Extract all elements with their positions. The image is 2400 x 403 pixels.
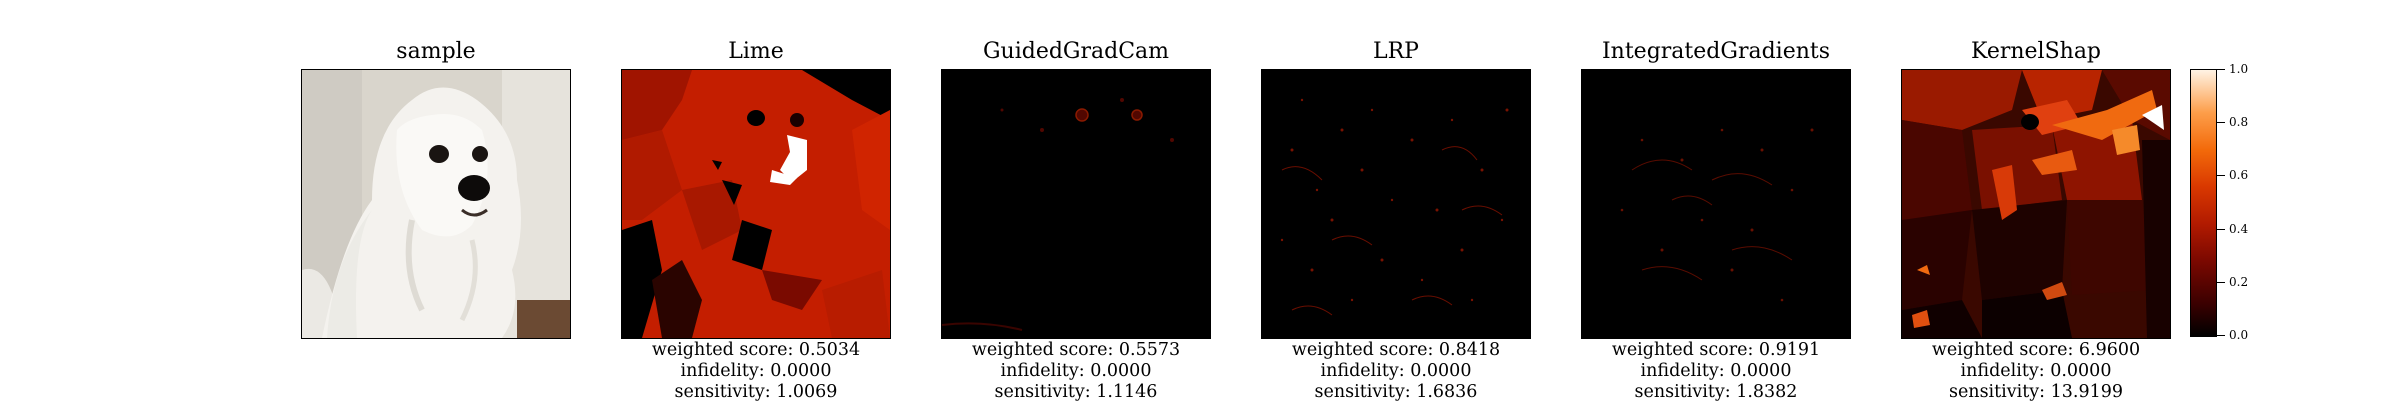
kernelshap-sensitivity: sensitivity: 13.9199 — [1948, 382, 2124, 402]
colorbar-tick — [2217, 122, 2225, 123]
sample-image — [301, 69, 571, 339]
colorbar-tick — [2217, 175, 2225, 176]
guidedgradcam-weighted-score: weighted score: 0.5573 — [971, 340, 1181, 360]
colorbar-tick-label: 0.6 — [2229, 168, 2249, 182]
lime-metrics: weighted score: 0.5034 infidelity: 0.000… — [591, 340, 921, 403]
colorbar-tick — [2217, 229, 2225, 230]
lime-infidelity: infidelity: 0.0000 — [680, 361, 832, 381]
guidedgradcam-title: GuidedGradCam — [982, 39, 1170, 64]
lrp-heatmap — [1261, 69, 1531, 339]
guidedgradcam-heatmap — [941, 69, 1211, 339]
colorbar-tick-label: 0.4 — [2229, 222, 2249, 236]
guidedgradcam-sensitivity: sensitivity: 1.1146 — [994, 382, 1158, 402]
integratedgradients-title: IntegratedGradients — [1601, 39, 1831, 64]
colorbar — [2190, 69, 2217, 337]
colorbar-tick-label: 0.2 — [2229, 275, 2249, 289]
lrp-weighted-score: weighted score: 0.8418 — [1291, 340, 1501, 360]
lrp-infidelity: infidelity: 0.0000 — [1320, 361, 1472, 381]
integratedgradients-infidelity: infidelity: 0.0000 — [1640, 361, 1792, 381]
kernelshap-title: KernelShap — [1970, 39, 2102, 64]
lime-heatmap — [621, 69, 891, 339]
kernelshap-metrics: weighted score: 6.9600 infidelity: 0.000… — [1871, 340, 2201, 403]
colorbar-tick — [2217, 69, 2225, 70]
colorbar-tick-label: 0.0 — [2229, 328, 2249, 342]
colorbar-tick — [2217, 335, 2225, 336]
integratedgradients-sensitivity: sensitivity: 1.8382 — [1634, 382, 1798, 402]
lime-sensitivity: sensitivity: 1.0069 — [674, 382, 838, 402]
kernelshap-heatmap — [1901, 69, 2171, 339]
sample-title: sample — [396, 39, 476, 64]
guidedgradcam-metrics: weighted score: 0.5573 infidelity: 0.000… — [911, 340, 1241, 403]
guidedgradcam-infidelity: infidelity: 0.0000 — [1000, 361, 1152, 381]
colorbar-tick-label: 1.0 — [2229, 62, 2249, 76]
colorbar-tick-label: 0.8 — [2229, 115, 2249, 129]
kernelshap-infidelity: infidelity: 0.0000 — [1960, 361, 2112, 381]
integratedgradients-metrics: weighted score: 0.9191 infidelity: 0.000… — [1551, 340, 1881, 403]
lime-title: Lime — [728, 39, 784, 64]
kernelshap-weighted-score: weighted score: 6.9600 — [1931, 340, 2141, 360]
lrp-sensitivity: sensitivity: 1.6836 — [1314, 382, 1478, 402]
lrp-title: LRP — [1373, 39, 1419, 64]
lrp-metrics: weighted score: 0.8418 infidelity: 0.000… — [1231, 340, 1561, 403]
colorbar-tick — [2217, 282, 2225, 283]
lime-weighted-score: weighted score: 0.5034 — [651, 340, 861, 360]
integratedgradients-heatmap — [1581, 69, 1851, 339]
integratedgradients-weighted-score: weighted score: 0.9191 — [1611, 340, 1821, 360]
